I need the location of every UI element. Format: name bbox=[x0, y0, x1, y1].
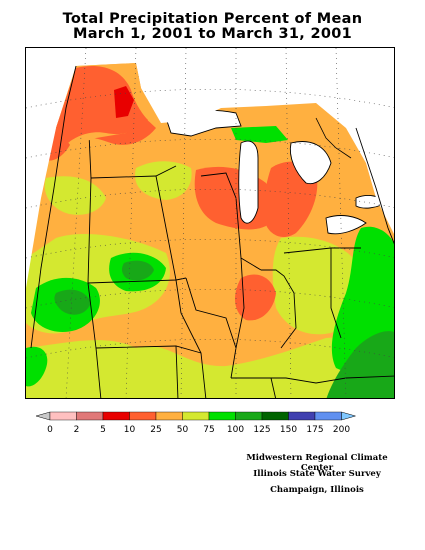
credit-line-1: Midwestern Regional Climate Center bbox=[246, 453, 388, 473]
legend-swatch bbox=[102, 411, 130, 421]
legend-label: 2 bbox=[74, 425, 80, 435]
region-50-75-south bbox=[26, 333, 394, 398]
region-100-125-nd bbox=[54, 289, 91, 315]
graticule bbox=[26, 48, 394, 398]
outside-domain-top-fill-fix-red2 bbox=[114, 86, 134, 118]
domain-edges bbox=[30, 65, 394, 349]
legend-label: 150 bbox=[280, 425, 297, 435]
legend-label: 200 bbox=[333, 425, 350, 435]
legend-swatch bbox=[288, 411, 316, 421]
legend-label: 10 bbox=[124, 425, 136, 435]
legend-swatch bbox=[182, 411, 210, 421]
legend-swatch bbox=[129, 411, 157, 421]
outside-domain-top bbox=[26, 48, 394, 288]
legend-swatch bbox=[208, 411, 236, 421]
legend-label: 0 bbox=[47, 425, 53, 435]
legend-swatch bbox=[49, 411, 77, 421]
region-10-25-il bbox=[234, 274, 276, 321]
region-50-75-north-wi bbox=[135, 161, 192, 200]
legend-label: 25 bbox=[150, 425, 161, 435]
legend-swatch bbox=[76, 411, 104, 421]
legend-swatch bbox=[235, 411, 263, 421]
map-subtitle: March 1, 2001 to March 31, 2001 bbox=[72, 26, 353, 42]
legend-label: 100 bbox=[227, 425, 244, 435]
state-boundaries bbox=[85, 67, 394, 398]
legend-label: 5 bbox=[100, 425, 106, 435]
legend-swatch bbox=[261, 411, 289, 421]
region-75-100-sw-ne bbox=[231, 126, 288, 143]
legend-label: 75 bbox=[203, 425, 214, 435]
legend-label: 125 bbox=[253, 425, 270, 435]
legend-swatch bbox=[155, 411, 183, 421]
precipitation-map bbox=[25, 47, 395, 399]
legend-label: 50 bbox=[177, 425, 189, 435]
legend-label: 175 bbox=[306, 425, 323, 435]
outside-domain-top-fill-fix-red bbox=[56, 65, 148, 143]
region-100-125-ia bbox=[121, 260, 154, 281]
legend-arrow-high bbox=[341, 411, 357, 421]
color-legend: 0 2 5 10 25 50 75 100 125 150 175 200 bbox=[35, 411, 357, 435]
credit-line-3: Champaign, Illinois bbox=[270, 485, 364, 495]
legend-arrow-low bbox=[35, 411, 51, 421]
region-100-125-se bbox=[326, 331, 394, 398]
credit-line-2: Illinois State Water Survey bbox=[253, 469, 381, 479]
legend-swatch bbox=[314, 411, 342, 421]
map-title: Total Precipitation Percent of Mean bbox=[62, 11, 363, 27]
